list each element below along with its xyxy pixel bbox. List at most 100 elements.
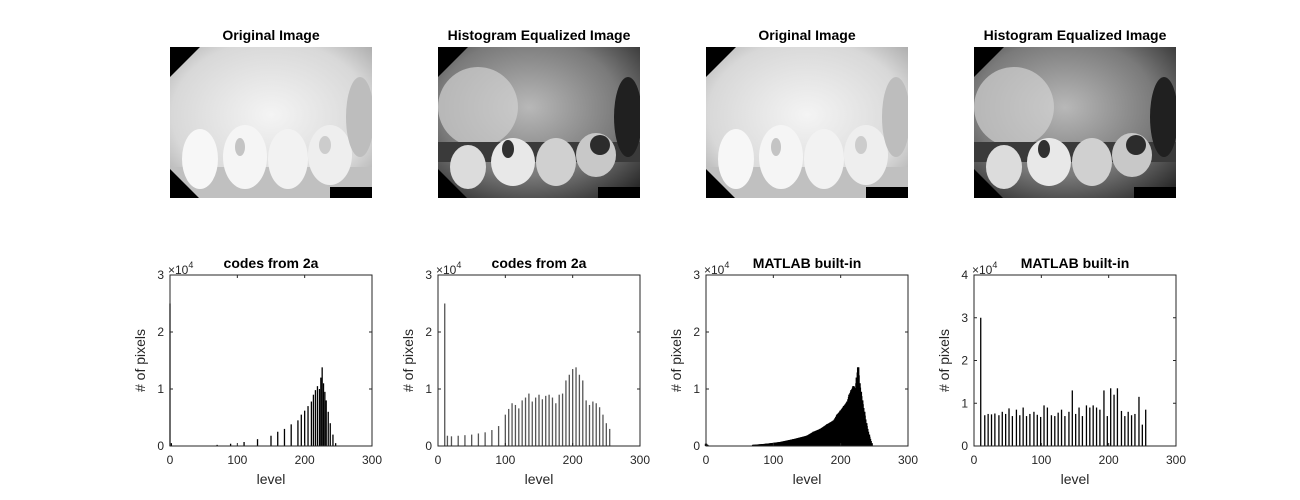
x-tick-label: 100 xyxy=(227,453,247,467)
histogram-bar xyxy=(283,428,286,446)
histogram-bars xyxy=(704,367,873,447)
histogram-bar xyxy=(464,435,466,446)
y-tick-label: 2 xyxy=(157,325,164,339)
y-axis-label: # of pixels xyxy=(132,329,148,392)
histogram-bar xyxy=(471,434,473,446)
histogram-bar xyxy=(332,434,334,446)
histogram-bars xyxy=(169,303,337,446)
histogram-bar xyxy=(314,390,317,446)
y-multiplier: ×10 xyxy=(704,263,725,277)
histogram-bar xyxy=(1057,412,1059,446)
y-tick-label: 4 xyxy=(961,268,968,282)
x-tick-label: 0 xyxy=(167,453,174,467)
histogram-bar xyxy=(497,426,500,446)
y-tick-label: 3 xyxy=(961,311,968,325)
histogram-bar xyxy=(595,403,597,446)
y-exponent: 4 xyxy=(992,260,997,270)
histogram-bar xyxy=(446,435,449,446)
y-exponent: 4 xyxy=(724,260,729,270)
histogram-bar xyxy=(1046,407,1049,446)
x-tick-label: 300 xyxy=(1166,453,1186,467)
histogram-bar xyxy=(1015,409,1018,446)
histogram-bar xyxy=(572,369,574,446)
chart-title: codes from 2a xyxy=(492,255,587,271)
histogram-bar xyxy=(270,435,272,446)
histogram-bar xyxy=(322,383,325,446)
histogram-bar xyxy=(1134,413,1136,446)
y-exponent-label: ×104 xyxy=(168,260,193,277)
chart-title: MATLAB built-in xyxy=(1021,255,1130,271)
x-axis-label: level xyxy=(257,471,286,487)
histogram-bar xyxy=(320,377,322,446)
histogram-bar xyxy=(1095,407,1098,446)
histogram-bar xyxy=(491,430,493,446)
histogram-bar xyxy=(1120,410,1123,446)
histogram-bar xyxy=(1029,413,1031,446)
histogram-bar xyxy=(1138,396,1140,446)
histogram-bar xyxy=(518,408,520,446)
histogram-bar xyxy=(318,389,321,446)
histogram-bar xyxy=(558,394,560,446)
y-tick-label: 3 xyxy=(693,268,700,282)
histogram-bar xyxy=(324,391,326,446)
x-axis-label: level xyxy=(793,471,822,487)
histogram-bar xyxy=(277,431,279,446)
histogram-bar xyxy=(609,428,611,446)
histogram-bar xyxy=(1113,394,1115,446)
x-tick-label: 200 xyxy=(1099,453,1119,467)
image-4-title: Histogram Equalized Image xyxy=(983,27,1167,43)
histogram-bar xyxy=(1001,411,1003,446)
x-tick-label: 0 xyxy=(971,453,978,467)
histogram-bar xyxy=(243,442,245,446)
histogram-bar xyxy=(521,400,523,446)
histogram-bar xyxy=(524,397,527,446)
histogram-bar xyxy=(551,397,554,446)
histogram-bar xyxy=(1036,414,1038,446)
image-1-title: Original Image xyxy=(222,27,320,43)
histogram-bar xyxy=(555,403,557,446)
histogram-bar xyxy=(1033,411,1035,446)
axes-box xyxy=(437,274,641,447)
y-exponent: 4 xyxy=(456,260,461,270)
x-tick-label: 300 xyxy=(630,453,650,467)
histogram-bar xyxy=(444,303,446,446)
histogram-bar xyxy=(514,404,517,446)
histogram-bar xyxy=(1078,407,1080,446)
y-axis-label: # of pixels xyxy=(936,329,952,392)
histogram-bar xyxy=(588,404,591,446)
histogram-bar xyxy=(1089,407,1091,446)
y-multiplier: ×10 xyxy=(972,263,993,277)
x-tick-label: 100 xyxy=(495,453,515,467)
xray-image-equalized-builtin xyxy=(974,47,1176,198)
histogram-bar xyxy=(565,380,567,446)
chart-title: MATLAB built-in xyxy=(753,255,862,271)
histogram-bar xyxy=(307,406,309,446)
histogram-bar xyxy=(229,443,232,446)
y-tick-label: 0 xyxy=(693,439,700,453)
histogram-bar xyxy=(1110,388,1112,446)
histogram-bar xyxy=(1081,416,1084,446)
histogram-bar xyxy=(592,401,594,446)
histogram-bar xyxy=(300,414,302,446)
histogram-bar xyxy=(1068,411,1070,446)
histogram-bar-fill xyxy=(870,441,872,446)
image-2-title: Histogram Equalized Image xyxy=(447,27,631,43)
histogram-bar xyxy=(1124,416,1126,446)
x-tick-label: 100 xyxy=(763,453,783,467)
histogram-bar xyxy=(568,374,570,446)
axes-box xyxy=(705,274,909,447)
histogram-chart-1: codes from 2a 0 100 200 300 0 1 2 3 ×104 level # of… xyxy=(132,255,382,487)
histogram-bar-fill xyxy=(705,444,708,446)
histogram-bar xyxy=(545,395,547,446)
histogram-bar xyxy=(1064,416,1066,446)
histogram-bar xyxy=(987,413,989,446)
histogram-bar xyxy=(310,401,313,446)
xray-image-equalized xyxy=(438,47,640,198)
x-tick-label: 200 xyxy=(295,453,315,467)
histogram-bar xyxy=(548,394,550,446)
histogram-bar xyxy=(321,367,323,446)
histogram-bar xyxy=(484,432,486,446)
histogram-bar xyxy=(531,401,533,446)
histogram-bar xyxy=(297,420,299,446)
